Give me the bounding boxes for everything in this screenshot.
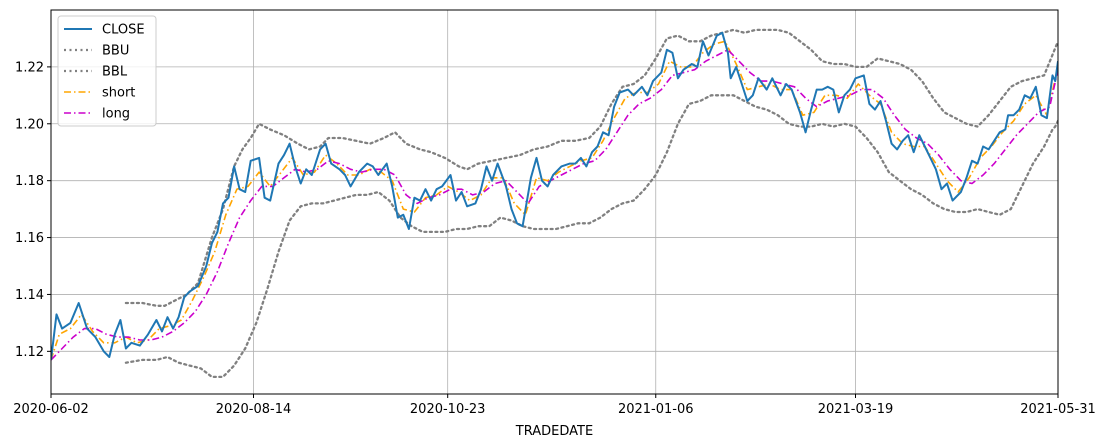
x-tick-label: 2020-10-23 [410, 402, 486, 417]
axis-ticks: 2020-06-02 2020-08-14 2020-10-23 2021-01-06… [13, 60, 1096, 417]
series-layer [51, 28, 1058, 379]
y-tick-label: 1.18 [15, 174, 44, 189]
legend-label-long: long [102, 107, 130, 122]
legend-box [57, 15, 157, 127]
legend-label-bbu: BBU [102, 44, 129, 59]
x-tick-label: 2021-05-31 [1020, 402, 1096, 417]
y-tick-label: 1.14 [15, 288, 44, 303]
legend-label-short: short [102, 86, 135, 101]
y-tick-label: 1.12 [15, 345, 44, 360]
legend-label-bbl: BBL [102, 65, 128, 80]
y-tick-label: 1.16 [15, 231, 44, 246]
series-line-short [51, 40, 1058, 361]
x-axis-label: TRADEDATE [515, 424, 593, 439]
x-tick-label: 2021-01-06 [618, 402, 694, 417]
series-line-bbu [124, 28, 1058, 307]
y-tick-label: 1.22 [15, 60, 44, 75]
series-line-long [51, 49, 1058, 361]
plot-frame [50, 9, 1059, 395]
x-tick-label: 2021-03-19 [818, 402, 894, 417]
series-line-close [51, 31, 1058, 361]
y-tick-label: 1.20 [15, 117, 44, 132]
series-line-bbl [124, 94, 1058, 379]
x-tick-label: 2020-08-14 [216, 402, 292, 417]
legend: CLOSE BBU BBL short long [57, 15, 157, 127]
legend-label-close: CLOSE [102, 23, 145, 38]
x-tick-label: 2020-06-02 [13, 402, 89, 417]
